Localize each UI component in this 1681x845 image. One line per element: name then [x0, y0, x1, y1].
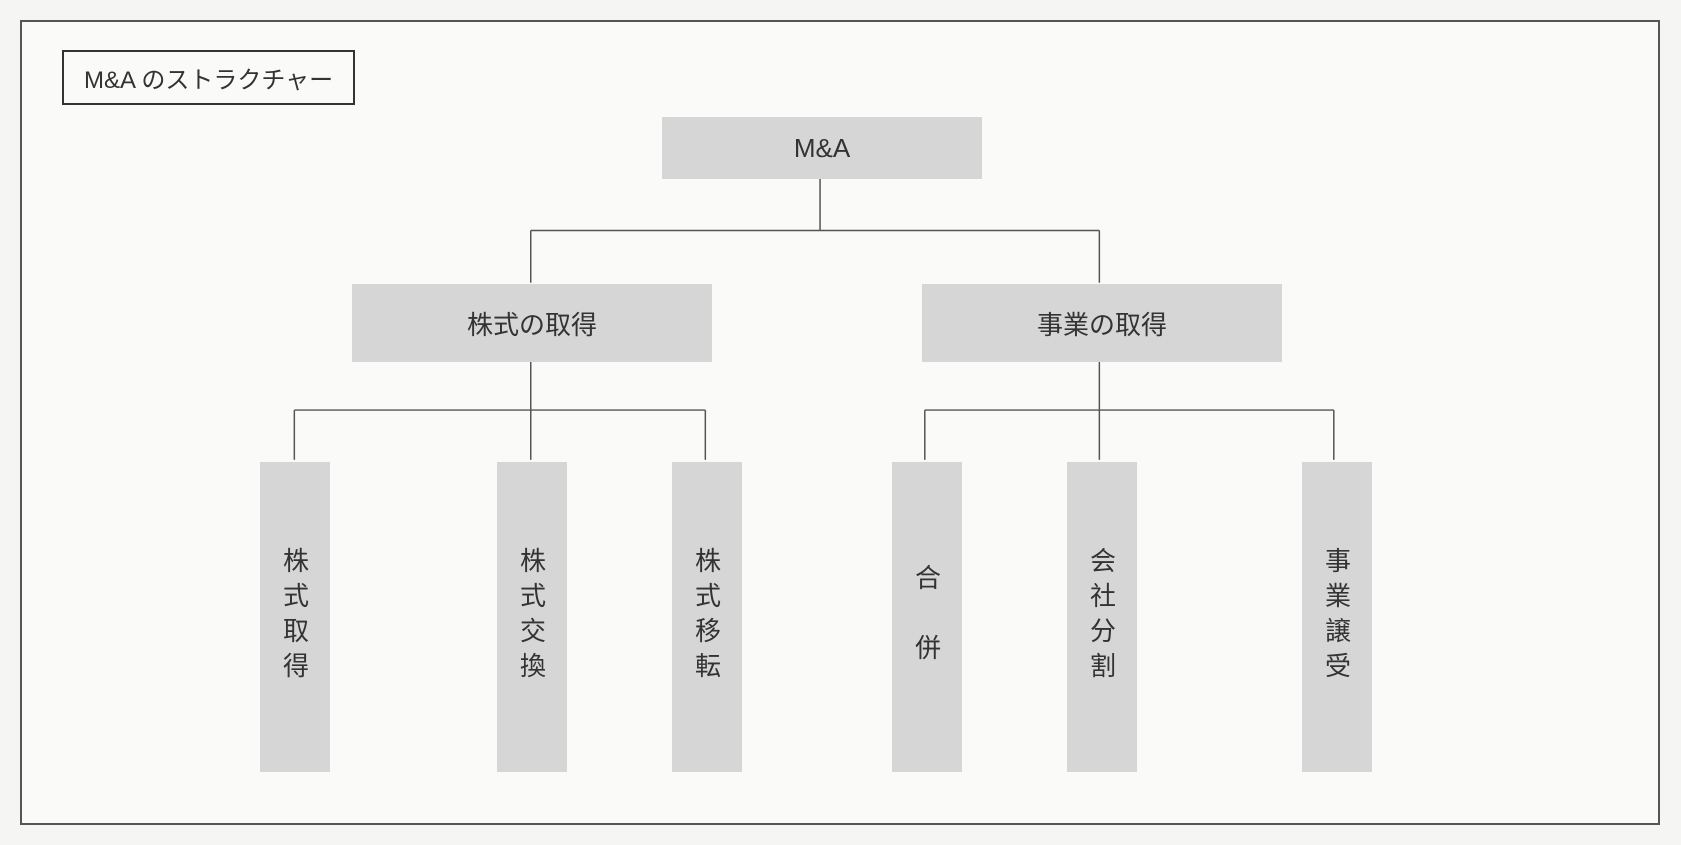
- tree-node-b1: 合 併: [892, 462, 962, 772]
- tree-node-s2: 株式交換: [497, 462, 567, 772]
- tree-node-b3: 事業譲受: [1302, 462, 1372, 772]
- tree-node-s1: 株式取得: [260, 462, 330, 772]
- diagram-title: M&A のストラクチャー: [62, 50, 355, 105]
- tree-node-s3: 株式移転: [672, 462, 742, 772]
- tree-node-root: M&A: [662, 117, 982, 179]
- tree-node-biz: 事業の取得: [922, 284, 1282, 362]
- diagram-frame: M&A のストラクチャー M&A 株式の取得 事業の取得株式取得 株式交換 株式移転 合 …: [20, 20, 1660, 825]
- tree-node-stock: 株式の取得: [352, 284, 712, 362]
- tree-node-b2: 会社分割: [1067, 462, 1137, 772]
